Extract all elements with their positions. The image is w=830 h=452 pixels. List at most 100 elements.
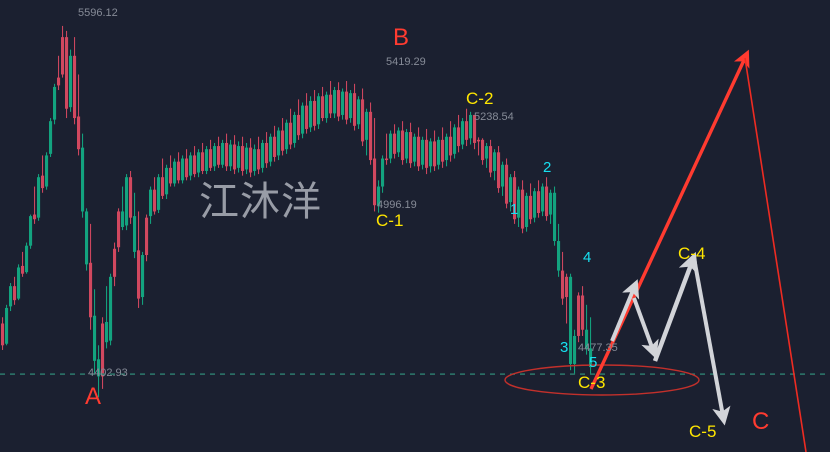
candle xyxy=(357,96,361,129)
candle xyxy=(285,119,289,154)
candle xyxy=(417,127,421,171)
candle xyxy=(349,90,353,123)
candle xyxy=(289,108,293,150)
candle xyxy=(121,186,125,231)
candle xyxy=(297,99,301,140)
candle xyxy=(173,158,177,187)
candle xyxy=(433,130,437,171)
candle xyxy=(61,25,65,78)
candle xyxy=(153,177,157,215)
candle xyxy=(345,81,349,125)
candle xyxy=(133,192,137,259)
candle xyxy=(45,152,49,190)
candle xyxy=(33,186,37,224)
candle xyxy=(37,174,41,221)
candle xyxy=(129,170,133,224)
candle xyxy=(437,136,441,170)
candle xyxy=(257,136,261,175)
candle xyxy=(329,81,333,119)
candle xyxy=(461,118,465,150)
candle xyxy=(189,152,193,181)
candle xyxy=(225,133,229,171)
candle xyxy=(581,286,585,336)
candle xyxy=(381,155,385,193)
candle xyxy=(217,136,221,168)
white-wave-4-down xyxy=(692,257,731,426)
candle xyxy=(277,127,281,161)
candle xyxy=(21,251,25,277)
candle xyxy=(557,223,561,277)
candle xyxy=(73,37,77,125)
candle xyxy=(537,180,541,218)
candle xyxy=(493,149,497,181)
candle xyxy=(449,121,453,162)
candle xyxy=(373,118,377,212)
candle xyxy=(401,121,405,165)
candle xyxy=(509,174,513,212)
candle xyxy=(41,155,45,193)
candle xyxy=(525,192,529,232)
candle xyxy=(425,128,429,175)
candle xyxy=(313,90,317,131)
red-impulse-down xyxy=(744,57,807,452)
candle xyxy=(549,189,553,224)
candle xyxy=(501,161,505,196)
candle xyxy=(485,142,489,168)
white-wave-3-up xyxy=(652,251,699,362)
candle xyxy=(273,125,277,162)
candle xyxy=(53,83,57,125)
candle xyxy=(93,289,97,374)
candle xyxy=(341,88,345,120)
candle xyxy=(205,146,209,175)
candle xyxy=(441,127,445,168)
candle xyxy=(13,276,17,305)
candle xyxy=(569,273,573,371)
candle xyxy=(309,96,313,133)
candle xyxy=(245,142,249,175)
candle xyxy=(165,164,169,199)
candle xyxy=(201,142,205,175)
candle xyxy=(229,139,233,171)
candle xyxy=(421,136,425,170)
candle xyxy=(209,139,213,171)
candle xyxy=(261,139,265,173)
candle xyxy=(293,111,297,148)
candle xyxy=(253,144,257,176)
candle xyxy=(113,242,117,287)
candle xyxy=(301,102,305,139)
candle xyxy=(477,137,481,156)
candle xyxy=(541,183,545,217)
projection-arrows-layer xyxy=(589,49,807,452)
candle xyxy=(237,141,241,173)
candle xyxy=(397,127,401,157)
candle xyxy=(125,174,129,231)
candle xyxy=(577,292,581,343)
candle xyxy=(145,214,149,262)
candle xyxy=(413,133,417,167)
candle xyxy=(533,188,537,223)
candle xyxy=(445,133,449,167)
candlesticks-layer xyxy=(1,25,593,398)
candle xyxy=(185,149,189,181)
candle xyxy=(281,118,285,156)
candle xyxy=(369,102,373,165)
candle xyxy=(109,273,113,346)
candle xyxy=(105,286,109,349)
candle xyxy=(269,133,273,167)
candle xyxy=(473,114,477,150)
candle xyxy=(161,158,165,199)
candle xyxy=(193,146,197,178)
candle xyxy=(529,183,533,224)
candle xyxy=(17,264,21,301)
candle xyxy=(521,180,525,234)
candle xyxy=(489,139,493,178)
candle xyxy=(5,304,9,346)
candle xyxy=(481,138,485,165)
candle xyxy=(353,83,357,131)
candle xyxy=(305,93,309,134)
candle xyxy=(513,170,517,224)
candle xyxy=(453,124,457,159)
candle xyxy=(141,251,145,305)
candle xyxy=(405,128,409,164)
